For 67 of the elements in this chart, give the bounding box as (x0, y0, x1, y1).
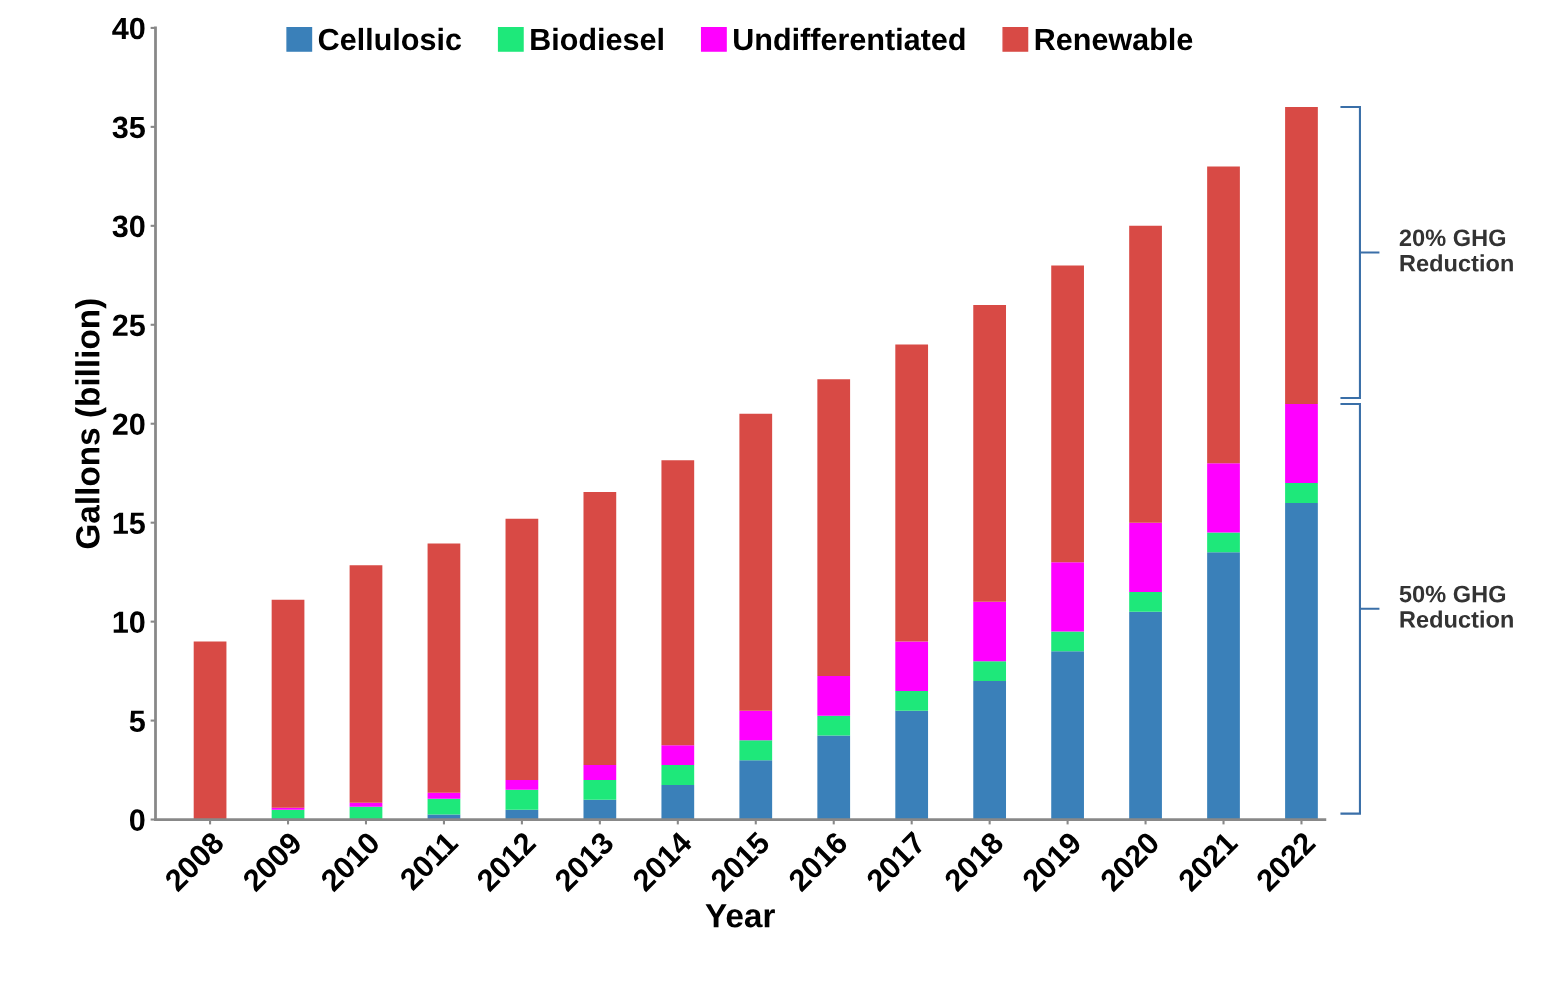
bar (895, 344, 929, 642)
bar (349, 565, 383, 803)
bar (505, 518, 539, 780)
text: 50% GHG Reduction (1399, 585, 1513, 628)
bar (583, 779, 617, 800)
bar (1129, 225, 1162, 523)
legend-label: Undifferentiated (734, 27, 965, 51)
bar (1129, 522, 1162, 592)
bar (895, 690, 929, 711)
bar (1129, 611, 1162, 820)
bar (349, 802, 383, 807)
bar (739, 740, 773, 761)
bar (193, 641, 227, 820)
y-axis-title: Gallons (billion) (75, 299, 107, 549)
bar (1207, 532, 1240, 553)
bar (271, 599, 305, 808)
bar (427, 543, 461, 793)
bar (817, 715, 851, 736)
bar (1051, 562, 1084, 632)
text: 20% GHG Reduction (1399, 229, 1513, 272)
bar (1051, 631, 1084, 652)
bar (1285, 107, 1318, 404)
y-tick-label: 10 (113, 611, 145, 633)
y-tick-label: 5 (129, 710, 145, 732)
bar (1051, 651, 1084, 820)
legend-label: Cellulosic (318, 27, 462, 51)
bar (1207, 463, 1240, 533)
bar (1207, 552, 1240, 820)
bar (973, 681, 1007, 820)
bar (661, 460, 695, 746)
y-tick-label: 25 (112, 314, 145, 337)
bar (661, 765, 695, 785)
bar (427, 798, 461, 815)
y-tick-label: 30 (112, 215, 145, 238)
legend-label: Biodiesel (531, 27, 663, 51)
bar (427, 792, 461, 799)
bar (505, 779, 539, 790)
y-tick-label: 40 (112, 17, 145, 40)
x-axis-title: Year (705, 904, 775, 928)
bar (1285, 502, 1318, 820)
bar (817, 379, 851, 677)
bar (1285, 483, 1318, 503)
bar (817, 676, 851, 716)
bar (505, 789, 539, 810)
bar (1051, 265, 1084, 563)
bar (895, 710, 929, 820)
bar (973, 304, 1007, 602)
bar (739, 760, 773, 820)
bar (583, 492, 617, 766)
bar (1285, 403, 1318, 484)
bar (739, 710, 773, 741)
bar (817, 735, 851, 820)
bar (583, 765, 617, 780)
y-tick-label: 15 (113, 512, 145, 535)
y-tick-label: 35 (112, 116, 145, 139)
bar (973, 661, 1007, 681)
legend-label: Renewable (1035, 27, 1193, 51)
bar (739, 413, 773, 711)
bar (661, 745, 695, 766)
y-tick-label: 20 (112, 413, 145, 436)
bar (661, 784, 695, 820)
bar (973, 601, 1007, 662)
bar (1129, 591, 1162, 612)
bar (1207, 166, 1240, 464)
bar (895, 641, 929, 691)
bar (583, 799, 617, 820)
y-tick-label: 0 (129, 809, 145, 831)
